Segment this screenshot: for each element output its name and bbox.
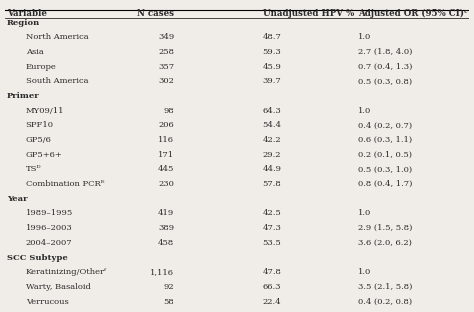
Text: 0.7 (0.4, 1.3): 0.7 (0.4, 1.3): [358, 63, 412, 71]
Text: 39.7: 39.7: [263, 77, 281, 85]
Text: North America: North America: [26, 33, 88, 41]
Text: Warty, Basaloid: Warty, Basaloid: [26, 283, 91, 291]
Text: 349: 349: [158, 33, 174, 41]
Text: 445: 445: [158, 165, 174, 173]
Text: 45.9: 45.9: [263, 63, 282, 71]
Text: 0.5 (0.3, 0.8): 0.5 (0.3, 0.8): [358, 77, 412, 85]
Text: 54.4: 54.4: [263, 121, 282, 129]
Text: Verrucous: Verrucous: [26, 298, 68, 305]
Text: 1.0: 1.0: [358, 33, 371, 41]
Text: 0.4 (0.2, 0.8): 0.4 (0.2, 0.8): [358, 298, 412, 305]
Text: 206: 206: [158, 121, 174, 129]
Text: 47.8: 47.8: [263, 268, 282, 276]
Text: 2004–2007: 2004–2007: [26, 239, 72, 247]
Text: MY09/11: MY09/11: [26, 107, 64, 115]
Text: 3.6 (2.0, 6.2): 3.6 (2.0, 6.2): [358, 239, 411, 247]
Text: South America: South America: [26, 77, 88, 85]
Text: Asia: Asia: [26, 48, 44, 56]
Text: 92: 92: [164, 283, 174, 291]
Text: 458: 458: [158, 239, 174, 247]
Text: 2.9 (1.5, 5.8): 2.9 (1.5, 5.8): [358, 224, 412, 232]
Text: 419: 419: [158, 209, 174, 217]
Text: 66.3: 66.3: [263, 283, 281, 291]
Text: 64.3: 64.3: [263, 107, 281, 115]
Text: 3.5 (2.1, 5.8): 3.5 (2.1, 5.8): [358, 283, 412, 291]
Text: Unadjusted HPV %: Unadjusted HPV %: [263, 9, 354, 18]
Text: TSᴰ: TSᴰ: [26, 165, 41, 173]
Text: Year: Year: [7, 195, 27, 203]
Text: Region: Region: [7, 19, 40, 27]
Text: 258: 258: [158, 48, 174, 56]
Text: 1996–2003: 1996–2003: [26, 224, 73, 232]
Text: 42.2: 42.2: [263, 136, 281, 144]
Text: Keratinizing/Otherᶠ: Keratinizing/Otherᶠ: [26, 268, 107, 276]
Text: 48.7: 48.7: [263, 33, 282, 41]
Text: 116: 116: [158, 136, 174, 144]
Text: 2.7 (1.8, 4.0): 2.7 (1.8, 4.0): [358, 48, 412, 56]
Text: 0.5 (0.3, 1.0): 0.5 (0.3, 1.0): [358, 165, 412, 173]
Text: 42.5: 42.5: [263, 209, 281, 217]
Text: 53.5: 53.5: [263, 239, 281, 247]
Text: Adjusted OR (95% CI)ᶜ: Adjusted OR (95% CI)ᶜ: [358, 9, 467, 18]
Text: 1,116: 1,116: [150, 268, 174, 276]
Text: 1.0: 1.0: [358, 107, 371, 115]
Text: 0.8 (0.4, 1.7): 0.8 (0.4, 1.7): [358, 180, 412, 188]
Text: SCC Subtype: SCC Subtype: [7, 254, 68, 261]
Text: 357: 357: [158, 63, 174, 71]
Text: 98: 98: [164, 107, 174, 115]
Text: Variable: Variable: [7, 9, 47, 18]
Text: 47.3: 47.3: [263, 224, 282, 232]
Text: Europe: Europe: [26, 63, 56, 71]
Text: Primer: Primer: [7, 92, 40, 100]
Text: SPF10: SPF10: [26, 121, 54, 129]
Text: 1.0: 1.0: [358, 268, 371, 276]
Text: GP5+6+: GP5+6+: [26, 151, 63, 159]
Text: 22.4: 22.4: [263, 298, 281, 305]
Text: 230: 230: [158, 180, 174, 188]
Text: N cases: N cases: [137, 9, 174, 18]
Text: 302: 302: [158, 77, 174, 85]
Text: GP5/6: GP5/6: [26, 136, 52, 144]
Text: 44.9: 44.9: [263, 165, 282, 173]
Text: 29.2: 29.2: [263, 151, 281, 159]
Text: 171: 171: [158, 151, 174, 159]
Text: 0.4 (0.2, 0.7): 0.4 (0.2, 0.7): [358, 121, 412, 129]
Text: 1.0: 1.0: [358, 209, 371, 217]
Text: Combination PCRᴱ: Combination PCRᴱ: [26, 180, 104, 188]
Text: 1989–1995: 1989–1995: [26, 209, 73, 217]
Text: 57.8: 57.8: [263, 180, 281, 188]
Text: 59.3: 59.3: [263, 48, 281, 56]
Text: 0.6 (0.3, 1.1): 0.6 (0.3, 1.1): [358, 136, 412, 144]
Text: 58: 58: [164, 298, 174, 305]
Text: 0.2 (0.1, 0.5): 0.2 (0.1, 0.5): [358, 151, 412, 159]
Text: 389: 389: [158, 224, 174, 232]
